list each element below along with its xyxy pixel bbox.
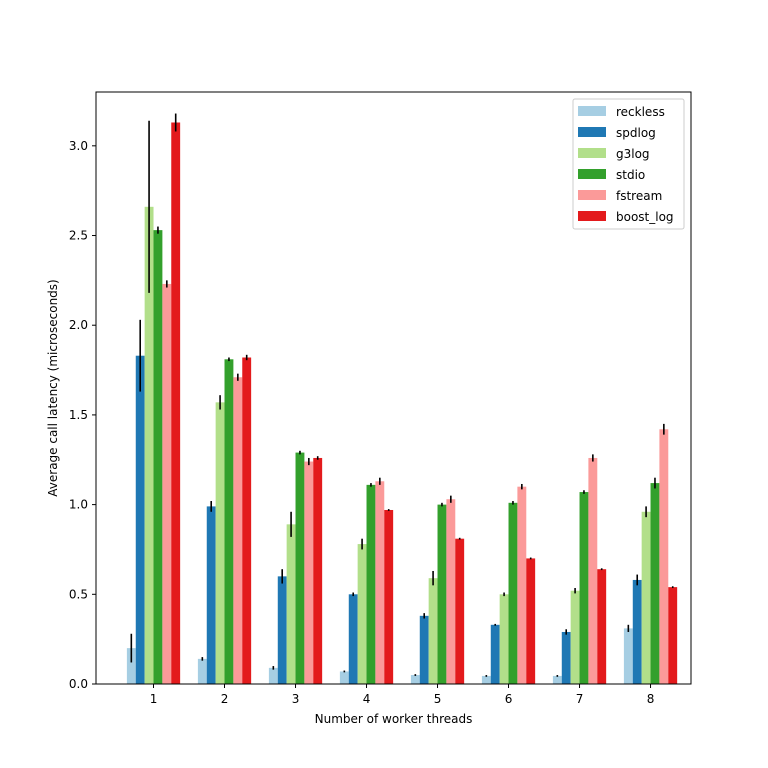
bar-g3log-7 [570,590,580,684]
bar-boost_log-3 [313,457,323,684]
x-tick-label: 8 [647,692,655,706]
bar-g3log-5 [428,578,438,684]
bar-spdlog-1 [135,355,145,684]
bar-fstream-8 [659,429,669,684]
x-tick-label: 1 [150,692,158,706]
x-tick-label: 7 [576,692,584,706]
y-tick-label: 1.0 [69,498,88,512]
plot-area-frame [95,91,692,685]
bar-g3log-3 [286,524,296,684]
legend-label-boost_log: boost_log [616,210,674,224]
bar-g3log-6 [499,594,509,684]
bar-boost_log-5 [455,538,465,684]
bar-spdlog-5 [419,615,429,684]
x-axis-label: Number of worker threads [315,712,473,726]
legend-label-g3log: g3log [616,147,650,161]
bar-reckless-2 [197,658,207,684]
legend-label-fstream: fstream [616,189,662,203]
legend-label-stdio: stdio [616,168,645,182]
x-tick-label: 4 [363,692,371,706]
bar-boost_log-6 [526,558,536,684]
y-tick-label: 3.0 [69,139,88,153]
legend-swatch-spdlog [578,127,606,137]
bar-fstream-5 [446,499,456,684]
bar-stdio-2 [224,359,234,684]
y-tick-label: 0.5 [69,587,88,601]
bar-fstream-6 [517,486,527,684]
bar-fstream-7 [588,457,598,684]
bar-stdio-7 [579,492,589,684]
x-tick-label: 5 [434,692,442,706]
bar-stdio-6 [508,502,518,684]
bar-boost_log-2 [242,357,252,684]
bar-spdlog-7 [561,631,571,684]
y-tick-label: 2.0 [69,318,88,332]
bar-reckless-3 [268,667,278,684]
bar-spdlog-8 [632,579,642,684]
bar-boost_log-8 [668,587,678,684]
x-axis: 1 2 3 4 5 6 7 8 [150,684,655,706]
x-tick-label: 3 [292,692,300,706]
x-tick-label: 6 [505,692,513,706]
bar-boost_log-4 [384,509,394,684]
legend-swatch-stdio [578,169,606,179]
x-tick-label: 2 [221,692,229,706]
bar-fstream-2 [233,377,243,684]
bar-stdio-5 [437,504,447,684]
legend-label-spdlog: spdlog [616,126,656,140]
bar-stdio-3 [295,452,305,684]
bar-reckless-7 [552,675,562,684]
error-bars-layer [130,113,674,677]
bar-fstream-4 [375,481,385,684]
legend-swatch-fstream [578,190,606,200]
bar-stdio-1 [153,230,163,684]
legend: reckless spdlog g3log stdio fstream boost_log [572,98,685,230]
bar-stdio-8 [650,483,660,684]
bar-spdlog-2 [206,506,216,684]
y-axis-label: Average call latency (microseconds) [46,279,60,496]
legend-label-reckless: reckless [616,105,665,119]
y-tick-label: 1.5 [69,408,88,422]
bar-g3log-8 [641,511,651,684]
bar-reckless-6 [481,675,491,684]
bar-boost_log-7 [597,569,607,684]
bar-stdio-4 [366,484,376,684]
bar-reckless-4 [339,671,349,684]
bar-spdlog-3 [277,576,287,684]
bar-spdlog-6 [490,624,500,684]
bar-reckless-1 [126,648,136,684]
bar-fstream-3 [304,461,314,684]
bar-g3log-4 [357,544,367,684]
bar-g3log-1 [144,206,154,684]
y-tick-label: 2.5 [69,229,88,243]
bar-g3log-2 [215,402,225,684]
legend-swatch-g3log [578,148,606,158]
y-tick-label: 0.0 [69,677,88,691]
y-axis: 0.0 0.5 1.0 1.5 2.0 2.5 3.0 [69,139,96,691]
bar-reckless-8 [623,628,633,684]
legend-swatch-boost_log [578,211,606,221]
bar-reckless-5 [410,675,420,684]
bar-spdlog-4 [348,594,358,684]
legend-swatch-reckless [578,106,606,116]
bars-layer [126,122,678,684]
bar-fstream-1 [162,283,172,684]
bar-boost_log-1 [171,122,181,684]
